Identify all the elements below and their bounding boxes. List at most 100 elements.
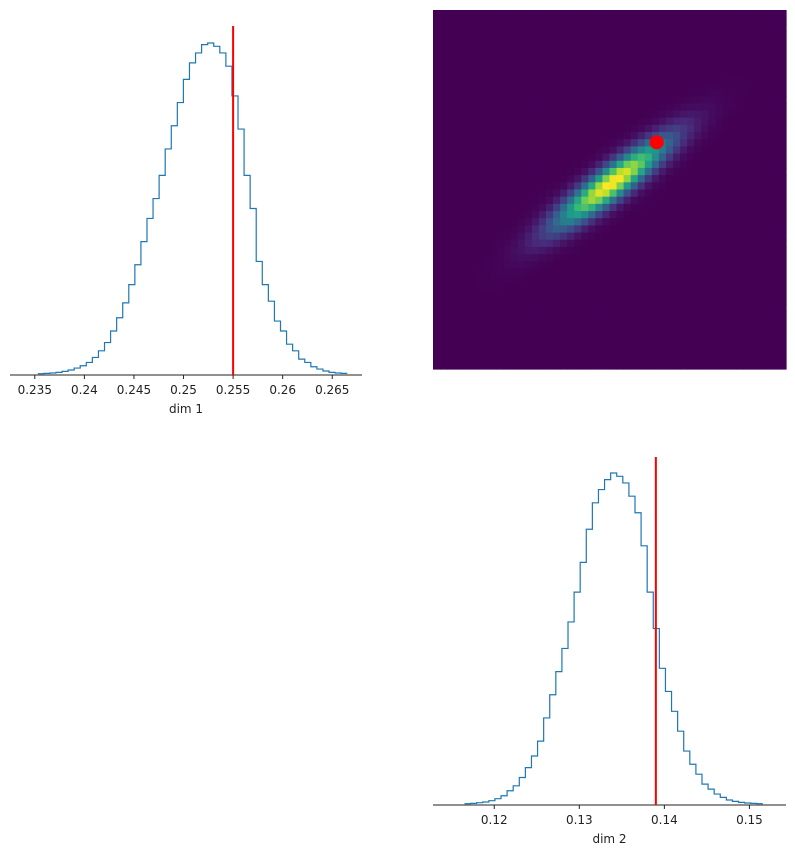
heatmap-cell (651, 311, 660, 320)
heatmap-cell (496, 211, 505, 219)
heatmap-cell (538, 218, 547, 226)
heatmap-cell (701, 196, 709, 205)
dim-1-x-ticks: 0.235 0.24 0.245 0.25 0.255 0.26 0.265 (18, 375, 349, 397)
heatmap-cell (736, 311, 745, 320)
heatmap-cell (609, 60, 618, 69)
heatmap-cell (658, 160, 667, 169)
heatmap-cell (531, 189, 540, 198)
heatmap-cell (510, 268, 519, 277)
heatmap-cell (694, 117, 702, 126)
heatmap-cell (517, 290, 526, 298)
heatmap-cell (545, 347, 554, 356)
heatmap-cell (510, 254, 519, 262)
heatmap-cell (553, 354, 561, 363)
heatmap-cell (510, 290, 519, 298)
heatmap-cell (538, 124, 547, 133)
heatmap-cell (708, 31, 716, 40)
heatmap-cell (665, 268, 674, 277)
heatmap-cell (680, 340, 688, 349)
heatmap-cell (503, 60, 512, 69)
heatmap-cell (708, 239, 716, 248)
heatmap-cell (701, 282, 709, 291)
heatmap-cell (630, 196, 639, 205)
heatmap-cell (736, 268, 745, 277)
heatmap-cell (454, 311, 462, 320)
heatmap-cell (567, 254, 575, 262)
heatmap-cell (538, 196, 547, 205)
heatmap-cell (567, 275, 575, 284)
heatmap-cell (651, 211, 660, 219)
heatmap-cell (764, 261, 773, 270)
heatmap-cell (531, 146, 540, 155)
heatmap-cell (729, 304, 738, 313)
heatmap-cell (637, 117, 646, 126)
heatmap-cell (637, 24, 646, 33)
heatmap-cell (468, 275, 476, 284)
heatmap-cell (616, 103, 625, 112)
heatmap-cell (778, 354, 787, 363)
heatmap-cell (680, 60, 688, 69)
heatmap-cell (673, 10, 681, 18)
heatmap-cell (701, 189, 709, 198)
heatmap-cell (665, 282, 674, 291)
heatmap-cell (764, 167, 773, 176)
heatmap-cell (531, 239, 540, 248)
heatmap-cell (651, 232, 660, 241)
heatmap-cell (574, 275, 582, 284)
heatmap-cell (651, 182, 660, 191)
heatmap-cell (764, 189, 773, 198)
heatmap-cell (630, 297, 639, 305)
heatmap-cell (771, 189, 780, 198)
heatmap-cell (510, 203, 519, 212)
heatmap-cell (602, 196, 611, 205)
heatmap-cell (722, 31, 731, 40)
heatmap-cell (637, 275, 646, 284)
heatmap-cell (644, 268, 653, 277)
heatmap-cell (715, 146, 724, 155)
heatmap-cell (757, 10, 766, 18)
heatmap-cell (602, 268, 611, 277)
heatmap-cell (729, 88, 738, 97)
heatmap-cell (729, 218, 738, 226)
heatmap-cell (433, 10, 441, 18)
heatmap-cell (440, 268, 448, 277)
heatmap-cell (531, 211, 540, 219)
heatmap-cell (637, 261, 646, 270)
heatmap-cell (482, 139, 491, 148)
heatmap-cell (630, 304, 639, 313)
heatmap-cell (644, 196, 653, 205)
heatmap-cell (630, 67, 639, 76)
heatmap-cell (560, 31, 568, 40)
heatmap-cell (468, 67, 476, 76)
heatmap-cell (680, 311, 688, 320)
heatmap-cell (687, 117, 695, 126)
heatmap-cell (461, 10, 469, 18)
heatmap-cell (729, 45, 738, 54)
heatmap-cell (489, 225, 498, 234)
heatmap-cell (687, 81, 695, 90)
heatmap-cell (489, 146, 498, 155)
heatmap-cell (623, 203, 632, 212)
heatmap-cell (658, 110, 667, 119)
heatmap-cell (461, 232, 469, 241)
heatmap-cell (447, 103, 455, 112)
heatmap-cell (440, 275, 448, 284)
heatmap-cell (538, 239, 547, 248)
heatmap-cell (538, 160, 547, 169)
heatmap-cell (764, 53, 773, 61)
heatmap-cell (595, 146, 604, 155)
heatmap-cell (644, 182, 653, 191)
heatmap-cell (623, 88, 632, 97)
heatmap-cell (694, 275, 702, 284)
heatmap-cell (743, 282, 752, 291)
heatmap-cell (687, 153, 695, 162)
heatmap-cell (595, 17, 604, 25)
heatmap-cell (560, 225, 568, 234)
joint-density-panel (433, 10, 787, 370)
heatmap-cell (588, 282, 596, 291)
heatmap-cell (496, 246, 505, 255)
heatmap-cell (475, 31, 484, 40)
heatmap-cell (531, 60, 540, 69)
heatmap-cell (708, 146, 716, 155)
heatmap-cell (574, 60, 582, 69)
